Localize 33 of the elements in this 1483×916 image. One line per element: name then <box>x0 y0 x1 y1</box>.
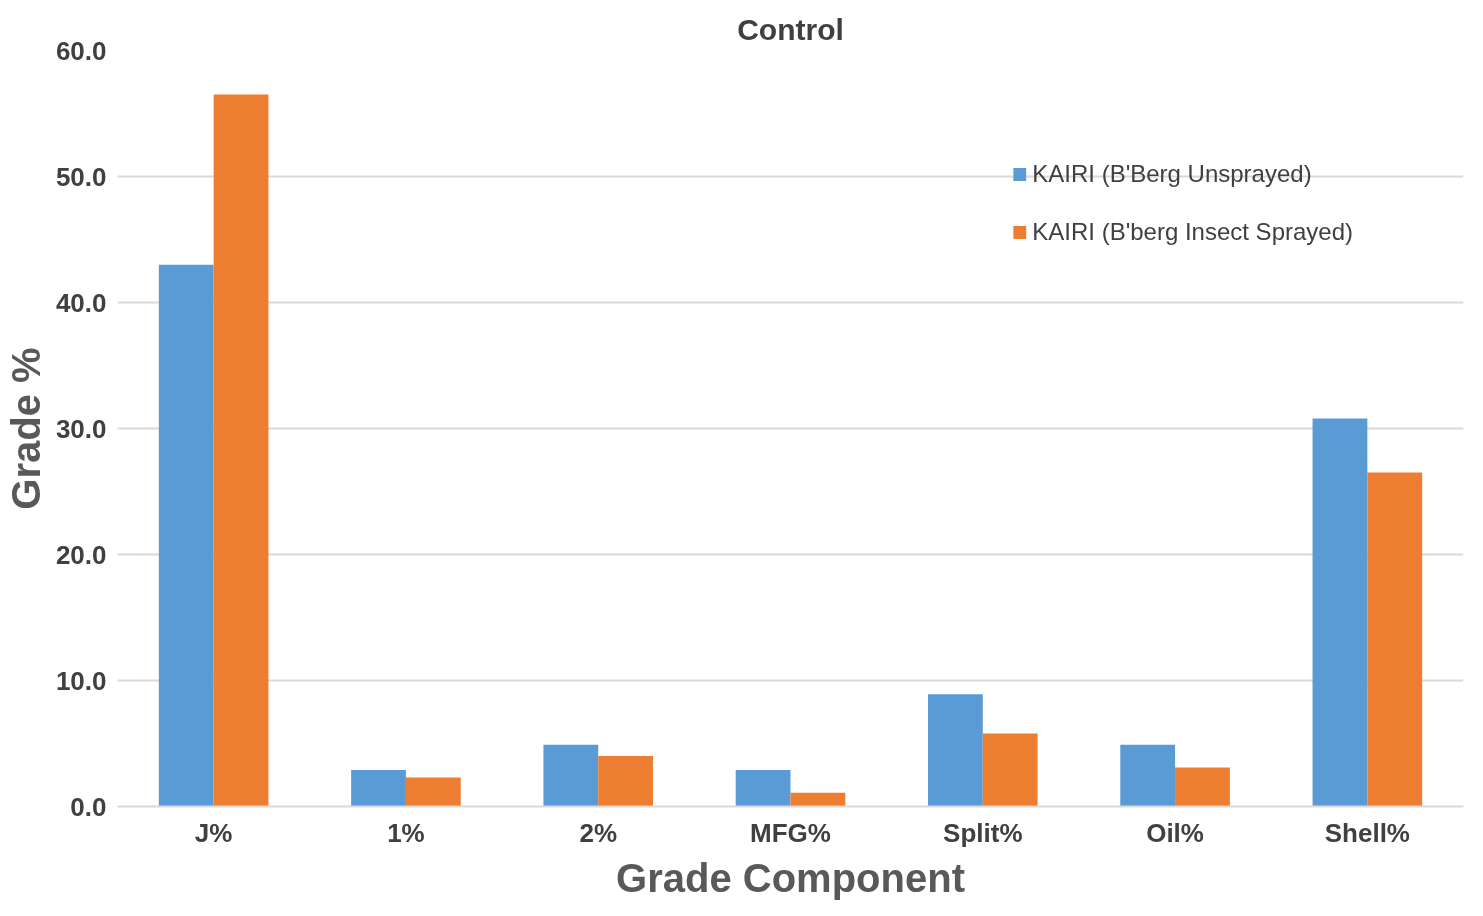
bar <box>1120 744 1176 807</box>
bar <box>158 264 214 807</box>
legend-label: KAIRI (B'Berg Unsprayed) <box>1032 160 1312 188</box>
bar <box>1175 767 1230 807</box>
y-tick-label: 40.0 <box>55 287 107 318</box>
y-tick-label: 60.0 <box>55 35 107 66</box>
bar <box>1312 418 1368 807</box>
bar <box>543 744 599 807</box>
bar <box>1367 472 1423 807</box>
chart-title: Control <box>737 12 844 46</box>
bar <box>598 756 654 807</box>
bar <box>982 733 1038 807</box>
bar <box>790 792 846 807</box>
legend-label: KAIRI (B'berg Insect Sprayed) <box>1032 218 1353 246</box>
x-tick-label: 1% <box>387 817 425 848</box>
x-tick-label: Shell% <box>1324 817 1410 848</box>
x-tick-label: J% <box>194 817 233 848</box>
x-tick-label: 2% <box>579 817 617 848</box>
y-tick-label: 10.0 <box>55 665 107 696</box>
bar <box>735 769 791 807</box>
x-tick-label: Split% <box>943 817 1023 848</box>
x-tick-label: MFG% <box>750 817 831 848</box>
x-axis-title: Grade Component <box>616 855 965 900</box>
bar <box>351 769 406 807</box>
bar <box>927 694 983 807</box>
bar <box>405 777 461 807</box>
y-axis-title: Grade % <box>3 347 48 510</box>
y-tick-label: 30.0 <box>55 413 107 444</box>
y-tick-label: 50.0 <box>55 161 107 192</box>
x-tick-label: Oil% <box>1146 817 1204 848</box>
y-tick-label: 20.0 <box>55 539 107 570</box>
y-tick-label: 0.0 <box>70 791 107 822</box>
bar <box>213 94 269 807</box>
